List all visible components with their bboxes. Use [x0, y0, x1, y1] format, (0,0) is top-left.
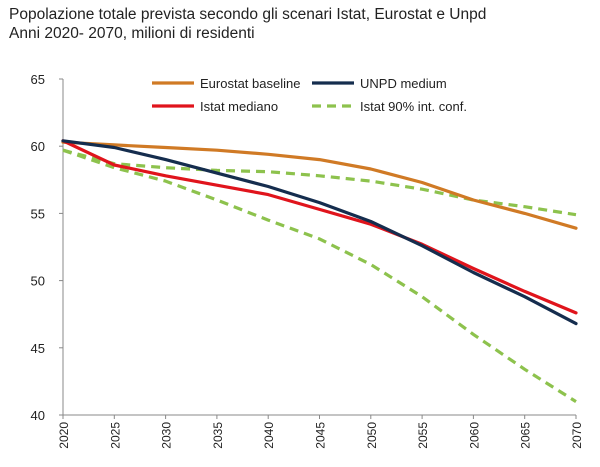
- series-line-istat-90-int-conf: [62, 148, 577, 217]
- series-line-eurostat-baseline: [61, 140, 578, 230]
- y-tick-label: 45: [31, 341, 45, 356]
- x-tick-label: 2050: [365, 422, 379, 449]
- x-tick-label: 2040: [262, 422, 276, 449]
- x-tick-label: 2020: [57, 422, 71, 449]
- legend-label: UNPD medium: [360, 76, 447, 91]
- x-tick-label: 2070: [570, 422, 584, 449]
- series-layer: [61, 139, 578, 403]
- y-tick-label: 40: [31, 408, 45, 423]
- series-line-istat-mediano: [61, 139, 578, 315]
- title-block: Popolazione totale prevista secondo gli …: [9, 5, 594, 43]
- x-tick-label: 2030: [160, 422, 174, 449]
- x-tick-label: 2065: [519, 422, 533, 449]
- y-tick-label: 50: [31, 274, 45, 289]
- legend-label: Eurostat baseline: [200, 76, 300, 91]
- y-tick-label: 65: [31, 72, 45, 87]
- axes: 40 45 50 55 60 65 2020 2025 2030 2035 2040 2045 2050…: [31, 72, 584, 449]
- x-tick-label: 2060: [467, 422, 481, 449]
- chart-title: Popolazione totale prevista secondo gli …: [9, 6, 487, 23]
- x-tick-label: 2055: [416, 422, 430, 449]
- series-line-istat-90-lower: [62, 148, 577, 403]
- legend-label: Istat 90% int. conf.: [360, 99, 467, 114]
- x-tick-label: 2025: [108, 422, 122, 449]
- x-tick-label: 2035: [211, 422, 225, 449]
- y-tick-label: 55: [31, 206, 45, 221]
- chart-subtitle: Anni 2020- 2070, milioni di residenti: [9, 25, 255, 42]
- series-line-unpd-medium: [61, 139, 578, 326]
- x-tick-label: 2045: [314, 422, 328, 449]
- legend-label: Istat mediano: [200, 99, 278, 114]
- legend: Eurostat baseline UNPD medium Istat median…: [152, 76, 467, 114]
- y-tick-label: 60: [31, 139, 45, 154]
